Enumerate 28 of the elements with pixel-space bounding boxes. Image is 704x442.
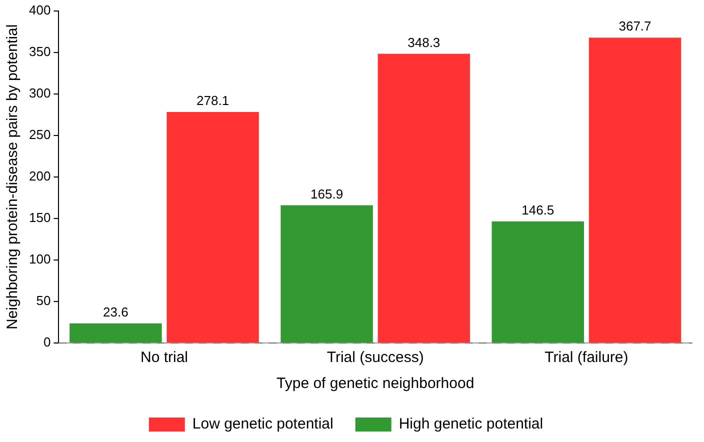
data-label: 278.1 bbox=[196, 93, 230, 108]
y-tick-label: 50 bbox=[36, 293, 51, 308]
data-label: 146.5 bbox=[522, 202, 554, 218]
y-tick-label: 150 bbox=[28, 210, 51, 226]
y-tick-label: 400 bbox=[28, 2, 51, 18]
legend-label: High genetic potential bbox=[398, 416, 544, 433]
y-tick-label: 100 bbox=[28, 252, 51, 267]
data-label: 23.6 bbox=[103, 304, 128, 320]
bar bbox=[280, 205, 373, 342]
y-tick-label: 350 bbox=[28, 44, 51, 59]
data-label: 367.7 bbox=[618, 18, 652, 34]
y-axis-title: Neighboring protein-disease pairs by potential bbox=[4, 24, 22, 330]
bar bbox=[166, 112, 259, 342]
legend-label: Low genetic potential bbox=[192, 416, 334, 433]
data-label: 165.9 bbox=[310, 186, 344, 202]
x-tick-label: No trial bbox=[140, 349, 188, 366]
y-tick-label: 0 bbox=[43, 334, 51, 350]
x-tick-label: Trial (failure) bbox=[544, 349, 628, 366]
y-tick-label: 250 bbox=[28, 126, 51, 142]
data-label: 348.3 bbox=[408, 34, 440, 50]
bar bbox=[492, 221, 584, 342]
x-tick-label: Trial (success) bbox=[326, 349, 424, 366]
x-axis-title: Type of genetic neighborhood bbox=[276, 375, 474, 392]
y-tick-label: 200 bbox=[28, 168, 51, 184]
bar bbox=[70, 323, 162, 342]
y-tick-label: 300 bbox=[28, 85, 51, 100]
bar bbox=[588, 38, 682, 342]
bar bbox=[378, 54, 470, 342]
